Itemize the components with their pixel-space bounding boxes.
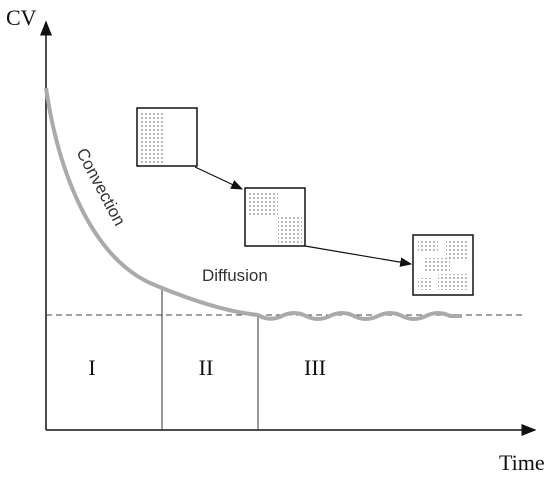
region-label: I: [88, 355, 95, 380]
page: CV Time Convection Diffusion I II III ((…: [0, 0, 553, 477]
mixing-state-1: [137, 108, 197, 166]
region-label: II: [199, 355, 214, 380]
region-label: III: [304, 355, 326, 380]
arrow: [305, 246, 411, 264]
mixing-state-3: [413, 235, 473, 295]
convection-label: Convection: [72, 145, 129, 229]
arrow: [195, 167, 242, 189]
mixing-state-2: [245, 188, 305, 246]
y-axis-label: CV: [6, 5, 37, 30]
diagram: CV Time Convection Diffusion I II III: [0, 0, 553, 477]
diffusion-label: Diffusion: [202, 266, 268, 285]
x-axis-label: Time: [499, 450, 545, 475]
